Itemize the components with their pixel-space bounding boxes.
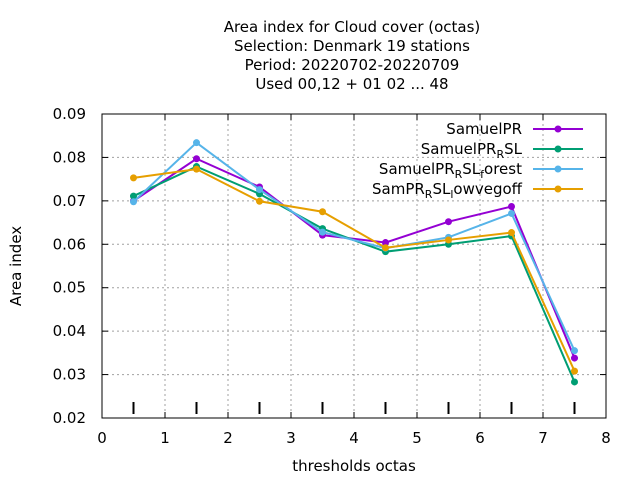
- legend-label-part: owvegoff: [453, 180, 522, 198]
- data-point: [508, 229, 515, 237]
- data-point: [193, 139, 200, 147]
- data-point: [571, 347, 578, 355]
- series-3: [130, 165, 578, 375]
- x-axis-label: thresholds octas: [292, 457, 416, 475]
- legend: SamuelPRSamuelPRRSLSamuelPRRSLforestSamP…: [372, 120, 583, 201]
- title-line: Period: 20220702-20220709: [245, 56, 460, 74]
- legend-label-part: SamPR: [372, 180, 425, 198]
- legend-label-part: R: [425, 188, 433, 201]
- x-tick-label: 6: [475, 429, 485, 447]
- y-tick-label: 0.07: [53, 192, 86, 210]
- chart-title: Area index for Cloud cover (octas)Select…: [224, 18, 481, 93]
- series-line: [133, 168, 576, 372]
- y-tick-label: 0.03: [53, 366, 86, 384]
- x-tick-label: 3: [286, 429, 296, 447]
- legend-label-part: SamuelPR: [446, 120, 522, 138]
- data-point: [319, 228, 326, 236]
- y-tick-label: 0.05: [53, 279, 86, 297]
- data-point: [130, 198, 137, 206]
- title-line: Area index for Cloud cover (octas): [224, 18, 481, 36]
- series-line: [132, 141, 576, 352]
- x-tick-label: 7: [538, 429, 548, 447]
- y-axis-label: Area index: [7, 226, 25, 306]
- title-line: Selection: Denmark 19 stations: [234, 37, 470, 55]
- threshold-markers: [132, 402, 576, 414]
- y-tick-label: 0.08: [53, 148, 86, 166]
- legend-label-part: SL: [504, 140, 523, 158]
- data-point: [445, 236, 452, 244]
- legend-swatch-point: [554, 125, 562, 133]
- legend-label-part: l: [450, 188, 453, 201]
- data-point: [130, 174, 137, 182]
- x-tick-label: 8: [601, 429, 611, 447]
- title-line: Used 00,12 + 01 02 ... 48: [255, 75, 448, 93]
- data-point: [256, 186, 263, 194]
- y-tick-label: 0.02: [53, 409, 86, 427]
- data-point: [382, 244, 389, 252]
- data-point: [130, 192, 137, 200]
- data-point: [571, 367, 578, 375]
- legend-swatch-point: [554, 145, 562, 153]
- data-point: [571, 378, 578, 386]
- legend-label-part: SamuelPR: [379, 160, 455, 178]
- data-point: [571, 354, 578, 362]
- data-point: [382, 239, 389, 247]
- legend-label-part: SL: [462, 160, 481, 178]
- x-tick-label: 0: [97, 429, 107, 447]
- data-point: [193, 155, 200, 163]
- y-tick-label: 0.09: [53, 105, 86, 123]
- series-line: [132, 157, 576, 359]
- legend-label-part: R: [455, 168, 463, 181]
- legend-label: SamuelPRRSL: [421, 140, 523, 161]
- data-point: [193, 165, 200, 173]
- legend-label-part: orest: [484, 160, 522, 178]
- x-tick-label: 5: [412, 429, 422, 447]
- legend-label: SamPRRSLlowvegoff: [372, 180, 523, 201]
- legend-label-part: R: [496, 148, 504, 161]
- legend-swatch-point: [554, 165, 562, 173]
- legend-label: SamuelPR: [446, 120, 522, 138]
- data-point: [319, 208, 326, 216]
- x-tick-label: 4: [349, 429, 359, 447]
- data-point: [508, 203, 515, 211]
- grid: [102, 114, 606, 418]
- legend-label-part: f: [480, 168, 485, 181]
- legend-label-part: SL: [432, 180, 451, 198]
- data-point: [445, 218, 452, 226]
- x-tick-label: 2: [223, 429, 233, 447]
- y-axis-ticks: 0.02 0.03 0.04 0.05 0.06 0.07 0.08 0.09: [53, 105, 606, 427]
- series-lines: [130, 139, 578, 386]
- y-tick-label: 0.06: [53, 235, 86, 253]
- data-point: [508, 209, 515, 217]
- legend-label-part: SamuelPR: [421, 140, 497, 158]
- legend-swatch-point: [554, 185, 562, 193]
- x-axis-ticks: 0 1 2 3 4 5 6 7 8: [97, 114, 611, 447]
- legend-label: SamuelPRRSLforest: [379, 160, 522, 181]
- x-tick-label: 1: [160, 429, 170, 447]
- data-point: [256, 197, 263, 205]
- y-tick-label: 0.04: [53, 322, 86, 340]
